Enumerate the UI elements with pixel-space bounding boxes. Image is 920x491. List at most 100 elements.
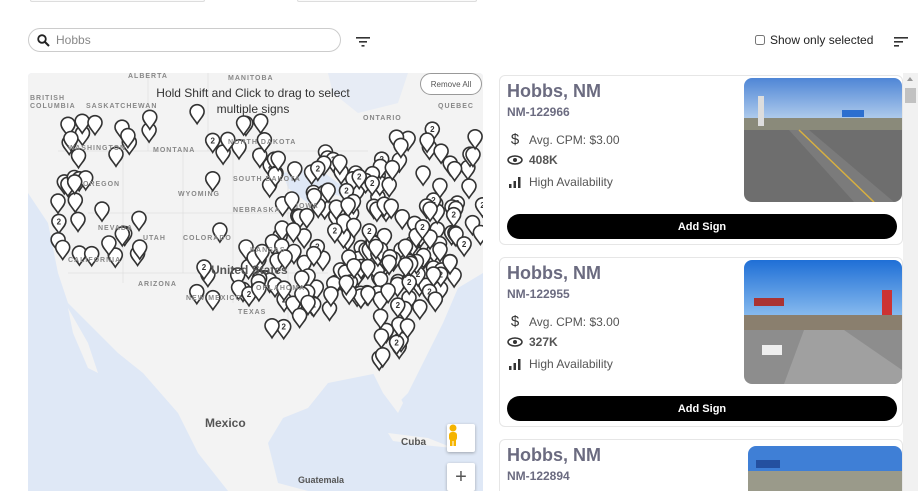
sign-pin[interactable] bbox=[204, 171, 221, 193]
sign-pin[interactable] bbox=[399, 318, 416, 340]
sign-pin[interactable]: 2 bbox=[196, 259, 212, 281]
sign-pin[interactable] bbox=[372, 308, 389, 330]
sign-pin[interactable] bbox=[83, 245, 100, 268]
sign-pin[interactable] bbox=[189, 103, 205, 126]
sign-pin[interactable] bbox=[71, 245, 88, 267]
sign-pins[interactable]: 2222222222222222222222222222222222222222… bbox=[50, 103, 483, 372]
sign-pin[interactable] bbox=[442, 254, 458, 276]
sign-pin[interactable] bbox=[50, 193, 66, 215]
filter-button[interactable] bbox=[354, 33, 372, 49]
sign-pin[interactable]: 2 bbox=[275, 318, 292, 341]
sign-pin[interactable] bbox=[381, 176, 398, 199]
sign-photo[interactable] bbox=[748, 446, 902, 491]
sign-pin[interactable] bbox=[374, 347, 391, 369]
sign-pin[interactable] bbox=[131, 239, 148, 261]
sign-pin[interactable]: 2 bbox=[388, 334, 405, 356]
sign-pin[interactable] bbox=[380, 282, 396, 305]
sign-pin[interactable] bbox=[131, 210, 147, 232]
sign-pin[interactable] bbox=[298, 207, 315, 230]
sort-button[interactable] bbox=[892, 33, 910, 49]
sign-pin[interactable] bbox=[432, 241, 448, 264]
sign-pin[interactable] bbox=[286, 161, 303, 183]
sign-pin[interactable] bbox=[472, 224, 483, 247]
sign-pin[interactable] bbox=[66, 174, 83, 196]
top-tab-right[interactable] bbox=[297, 0, 477, 2]
show-only-selected-checkbox[interactable] bbox=[755, 35, 765, 45]
sign-pin[interactable] bbox=[74, 113, 91, 135]
sign-photo[interactable] bbox=[744, 78, 902, 202]
sign-pin[interactable] bbox=[383, 198, 400, 220]
sign-pin[interactable] bbox=[425, 266, 442, 288]
list-scrollbar[interactable] bbox=[903, 73, 918, 491]
sign-pin[interactable] bbox=[384, 159, 401, 182]
sign-pin[interactable] bbox=[60, 116, 76, 138]
sign-pin[interactable] bbox=[320, 182, 336, 204]
sign-pin[interactable] bbox=[328, 199, 345, 221]
sign-pin[interactable] bbox=[229, 267, 246, 289]
sign-pin[interactable] bbox=[276, 280, 292, 302]
sign-pin[interactable]: 2 bbox=[326, 222, 343, 245]
sign-pin[interactable]: 2 bbox=[204, 132, 221, 154]
sign-pin[interactable] bbox=[54, 239, 71, 262]
sign-pin[interactable] bbox=[461, 178, 477, 200]
sign-pin[interactable] bbox=[338, 274, 355, 297]
scroll-thumb[interactable] bbox=[905, 88, 916, 103]
sign-photo[interactable] bbox=[744, 260, 902, 384]
sign-pin[interactable] bbox=[446, 160, 463, 183]
sign-pin[interactable] bbox=[220, 131, 236, 153]
sign-pin[interactable]: 2 bbox=[401, 274, 418, 296]
sign-pin[interactable] bbox=[340, 197, 356, 219]
sign-pin[interactable] bbox=[256, 132, 273, 154]
sign-pin[interactable] bbox=[291, 307, 308, 330]
sign-pin[interactable] bbox=[306, 187, 323, 210]
sign-pin[interactable] bbox=[270, 150, 286, 172]
zoom-in-button[interactable]: + bbox=[447, 463, 475, 491]
scroll-up-arrow[interactable] bbox=[907, 77, 913, 81]
sign-pin[interactable] bbox=[419, 132, 435, 154]
sign-pin[interactable] bbox=[359, 258, 376, 281]
search-input[interactable] bbox=[56, 33, 316, 47]
sign-pin[interactable] bbox=[467, 129, 483, 151]
sign-pin[interactable] bbox=[285, 222, 302, 244]
show-only-selected-toggle[interactable]: Show only selected bbox=[755, 33, 873, 47]
sign-pin[interactable] bbox=[254, 243, 270, 266]
sign-pin[interactable] bbox=[277, 249, 293, 271]
sign-pin[interactable] bbox=[63, 130, 79, 153]
sign-pin[interactable] bbox=[397, 238, 414, 260]
sign-pin[interactable]: 2 bbox=[351, 168, 368, 191]
sign-pin[interactable] bbox=[252, 113, 269, 135]
sign-pin[interactable]: 2 bbox=[309, 160, 326, 182]
sign-pin[interactable] bbox=[142, 109, 158, 131]
sign-pin[interactable] bbox=[94, 201, 110, 223]
sign-pin[interactable] bbox=[393, 137, 409, 159]
sign-pin[interactable] bbox=[305, 245, 322, 268]
sign-pin[interactable] bbox=[373, 328, 390, 350]
sign-pin[interactable] bbox=[433, 143, 449, 165]
sign-pin[interactable] bbox=[422, 201, 438, 223]
sign-pin[interactable] bbox=[251, 281, 267, 303]
add-sign-button[interactable]: Add Sign bbox=[507, 214, 897, 239]
sign-pin[interactable]: 2 bbox=[445, 206, 462, 229]
sign-pin[interactable] bbox=[296, 228, 312, 250]
sign-pin[interactable] bbox=[411, 299, 428, 321]
sign-pin[interactable] bbox=[70, 211, 86, 233]
sign-pin[interactable] bbox=[70, 148, 87, 170]
street-view-pegman[interactable] bbox=[447, 424, 475, 452]
top-tab-left[interactable] bbox=[30, 0, 205, 2]
sign-pin[interactable] bbox=[293, 270, 310, 292]
sign-pin[interactable] bbox=[331, 154, 348, 176]
sign-pin[interactable]: 2 bbox=[364, 175, 381, 197]
sign-pin[interactable] bbox=[465, 146, 481, 169]
sign-pin[interactable] bbox=[101, 235, 117, 257]
sign-pin[interactable] bbox=[205, 289, 221, 312]
sign-pin[interactable] bbox=[212, 222, 228, 244]
sign-pin[interactable] bbox=[87, 114, 103, 137]
sign-pin[interactable] bbox=[360, 285, 376, 307]
sign-pin[interactable] bbox=[368, 238, 384, 261]
sign-pin[interactable] bbox=[432, 177, 448, 200]
sign-pin[interactable] bbox=[108, 146, 124, 168]
search-box[interactable] bbox=[28, 28, 341, 52]
sign-pin[interactable] bbox=[264, 318, 280, 340]
sign-pin[interactable]: 2 bbox=[51, 213, 67, 235]
sign-pin[interactable] bbox=[427, 291, 444, 313]
